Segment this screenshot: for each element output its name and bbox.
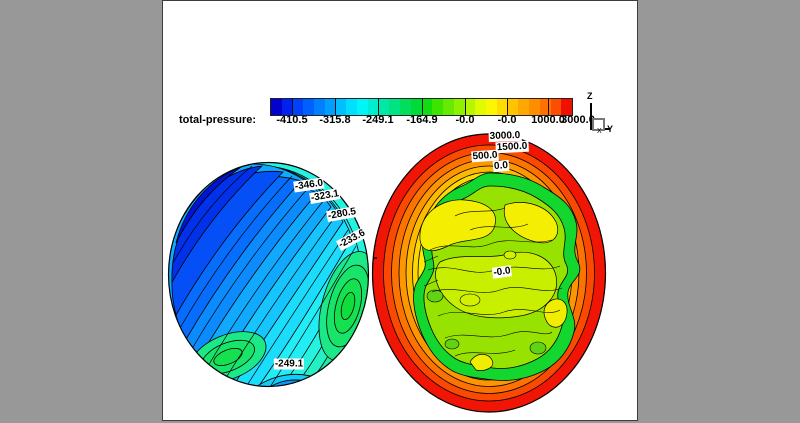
left-plot-outline (167, 161, 370, 388)
colorbar-tick (378, 98, 379, 115)
colorbar-tick (507, 98, 508, 115)
colorbar-bands (271, 99, 572, 115)
colorbar-tick (465, 98, 466, 115)
colorbar-label: -249.1 (362, 114, 394, 126)
colorbar-label: -410.5 (276, 114, 308, 126)
left-contour-plot (168, 162, 369, 387)
y-axis-label: Y (607, 124, 614, 134)
colorbar-label: -0.0 (455, 114, 475, 126)
right-contour-plot (372, 134, 606, 412)
colorbar-tick (422, 98, 423, 115)
colorbar (270, 98, 573, 116)
colorbar-tick (335, 98, 336, 115)
colorbar-label: -164.9 (406, 114, 438, 126)
z-axis-label: Z (587, 91, 593, 101)
colorbar-label: 1000.0 (531, 114, 565, 126)
legend-title: total-pressure: (179, 114, 257, 126)
colorbar-tick (292, 98, 293, 115)
colorbar-label: -315.8 (319, 114, 351, 126)
x-axis-label: X (597, 128, 602, 135)
colorbar-tick (548, 98, 549, 115)
x-axis-box (592, 118, 605, 131)
colorbar-label: 3000.0 (561, 114, 595, 126)
colorbar-label: -0.0 (497, 114, 517, 126)
contour-label: -249.1 (273, 358, 305, 370)
contour-label: 0.0 (492, 159, 510, 173)
z-axis-line (590, 103, 592, 130)
contour-label: 1500.0 (495, 140, 529, 154)
